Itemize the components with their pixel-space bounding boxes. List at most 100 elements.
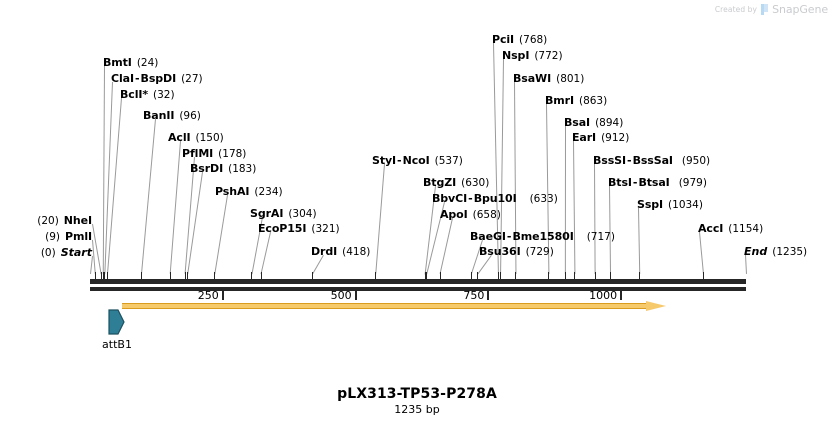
site-label-pcii[interactable]: PciI (768): [492, 34, 547, 46]
site-name-bsssai: BssSaI: [632, 154, 673, 167]
plasmid-title: pLX313-TP53-P278A: [337, 386, 497, 402]
site-label-styi-ncoi[interactable]: StyI-NcoI (537): [372, 155, 463, 167]
label-dash: -: [468, 192, 473, 205]
site-name-styi: StyI: [372, 154, 397, 167]
site-label-pmli[interactable]: (9) PmlI: [4, 231, 92, 243]
site-label-bsssi-bsssai[interactable]: BssSI-BssSaI (950): [593, 155, 710, 167]
site-label-bmri[interactable]: BmrI (863): [545, 95, 607, 107]
watermark-created-by-text: Created by: [714, 5, 758, 14]
site-label-sspi[interactable]: SspI (1034): [637, 199, 703, 211]
leader-line-321: [260, 232, 271, 275]
ruler-baseline: [90, 287, 746, 291]
site-label-banii[interactable]: BanII (96): [143, 110, 201, 122]
site-tick-ecop15i: [260, 272, 262, 279]
site-label-acci[interactable]: AccI (1154): [698, 223, 763, 235]
site-pos-pflmi: (178): [218, 148, 247, 160]
site-label-clai-bspdi[interactable]: ClaI-BspDI (27): [111, 73, 203, 85]
feature-attb1-label: attB1: [102, 338, 132, 351]
site-tick-clai: [104, 272, 106, 279]
site-name-bcli: BclI*: [120, 88, 149, 101]
site-tick-pshai: [214, 272, 216, 279]
site-pos-pcii: (768): [519, 34, 548, 46]
leader-line-950: [594, 163, 596, 274]
site-tick-nspi: [500, 272, 502, 279]
site-name-btsai: BtsaI: [638, 176, 670, 189]
site-label-btsi-btsai[interactable]: BtsI-BtsaI (979): [608, 177, 707, 189]
site-tick-eari: [574, 272, 576, 279]
site-name-banii: BanII: [143, 109, 175, 122]
site-label-nhei[interactable]: (20) NheI: [4, 215, 92, 227]
site-name-bmti: BmtI: [103, 56, 132, 69]
site-pos-nspi: (772): [534, 50, 563, 62]
feature-orf-arrow[interactable]: [122, 300, 666, 312]
site-name-pflmi: PflMI: [182, 147, 214, 160]
site-tick-bmti: [102, 272, 104, 279]
site-name-baegi: BaeGI: [470, 230, 506, 243]
site-tick-nhei: [100, 272, 102, 279]
snapgene-logo-icon: [761, 4, 769, 15]
site-pos-eari: (912): [601, 132, 630, 144]
site-label-btgzi[interactable]: BtgZI (630): [423, 177, 489, 189]
leader-line-234: [214, 195, 228, 275]
leader-line-32: [106, 98, 122, 275]
ruler-tick-750: [487, 291, 490, 300]
site-name-sgrai: SgrAI: [250, 207, 284, 220]
site-name-nspi: NspI: [502, 49, 530, 62]
site-label-bmti[interactable]: BmtI (24): [103, 57, 158, 69]
site-tick-bsrdi: [187, 272, 189, 279]
site-name-acci: AccI: [698, 222, 724, 235]
site-tick-bcli: [106, 272, 108, 279]
site-pos-apoi: (658): [472, 209, 501, 221]
terminal-name-end: End: [744, 245, 768, 258]
site-pos-nhei: (20): [37, 215, 59, 227]
site-label-bbvci-bpu10i[interactable]: BbvCI-Bpu10I (633): [432, 193, 558, 205]
site-name-btgzi: BtgZI: [423, 176, 457, 189]
site-pos-acli: (150): [195, 132, 224, 144]
site-tick-btsi: [610, 272, 612, 279]
site-label-bcli[interactable]: BclI* (32): [120, 89, 175, 101]
site-name-sspi: SspI: [637, 198, 664, 211]
site-tick-sspi: [639, 272, 641, 279]
site-pos-btsi-btsai: (979): [678, 177, 707, 189]
site-tick-bsawi: [515, 272, 517, 279]
site-label-bsawi[interactable]: BsaWI (801): [513, 73, 584, 85]
site-label-acli[interactable]: AclI (150): [168, 132, 224, 144]
site-name-bsawi: BsaWI: [513, 72, 552, 85]
site-tick-btgzi: [424, 272, 426, 279]
site-label-bsai[interactable]: BsaI (894): [564, 117, 623, 129]
site-label-pshai[interactable]: PshAI (234): [215, 186, 283, 198]
leader-line-979: [609, 185, 612, 274]
site-label-sgrai[interactable]: SgrAI (304): [250, 208, 317, 220]
site-pos-drdi: (418): [342, 246, 371, 258]
sequence-backbone-line: [90, 279, 746, 284]
site-tick-bmri: [548, 272, 550, 279]
site-pos-styi-ncoi: (537): [434, 155, 463, 167]
site-label-eari[interactable]: EarI (912): [572, 132, 629, 144]
site-name-clai: ClaI: [111, 72, 134, 85]
leader-line-537: [375, 164, 385, 275]
terminal-label-start[interactable]: (0) Start: [4, 247, 92, 259]
site-label-drdi[interactable]: DrdI (418): [311, 246, 370, 258]
leader-line-894: [564, 126, 566, 275]
site-label-ecop15i[interactable]: EcoP15I (321): [258, 223, 340, 235]
site-label-pflmi[interactable]: PflMI (178): [182, 148, 246, 160]
terminal-label-end[interactable]: End (1235): [744, 246, 807, 258]
feature-attb1-arrow[interactable]: [108, 309, 125, 335]
site-tick-acci: [702, 272, 704, 279]
site-tick-bbvci: [426, 272, 428, 279]
site-name-pshai: PshAI: [215, 185, 250, 198]
site-tick-pcii: [497, 272, 499, 279]
site-label-bsu36i[interactable]: Bsu36I (729): [479, 246, 554, 258]
site-label-baegi-bme1580i[interactable]: BaeGI-Bme1580I (717): [470, 231, 615, 243]
site-pos-bmti: (24): [136, 57, 159, 69]
site-label-apoi[interactable]: ApoI (658): [440, 209, 501, 221]
feature-orf-arrow-body: [122, 303, 646, 309]
terminal-name-start: Start: [60, 246, 92, 259]
site-pos-pshai: (234): [254, 186, 283, 198]
site-label-nspi[interactable]: NspI (772): [502, 50, 563, 62]
site-pos-bsu36i: (729): [525, 246, 554, 258]
attb1-arrow-icon: [108, 309, 125, 335]
site-label-bsrdi[interactable]: BsrDI (183): [190, 163, 256, 175]
terminal-pos-end: (1235): [772, 246, 808, 258]
site-name-bbvci: BbvCI: [432, 192, 468, 205]
